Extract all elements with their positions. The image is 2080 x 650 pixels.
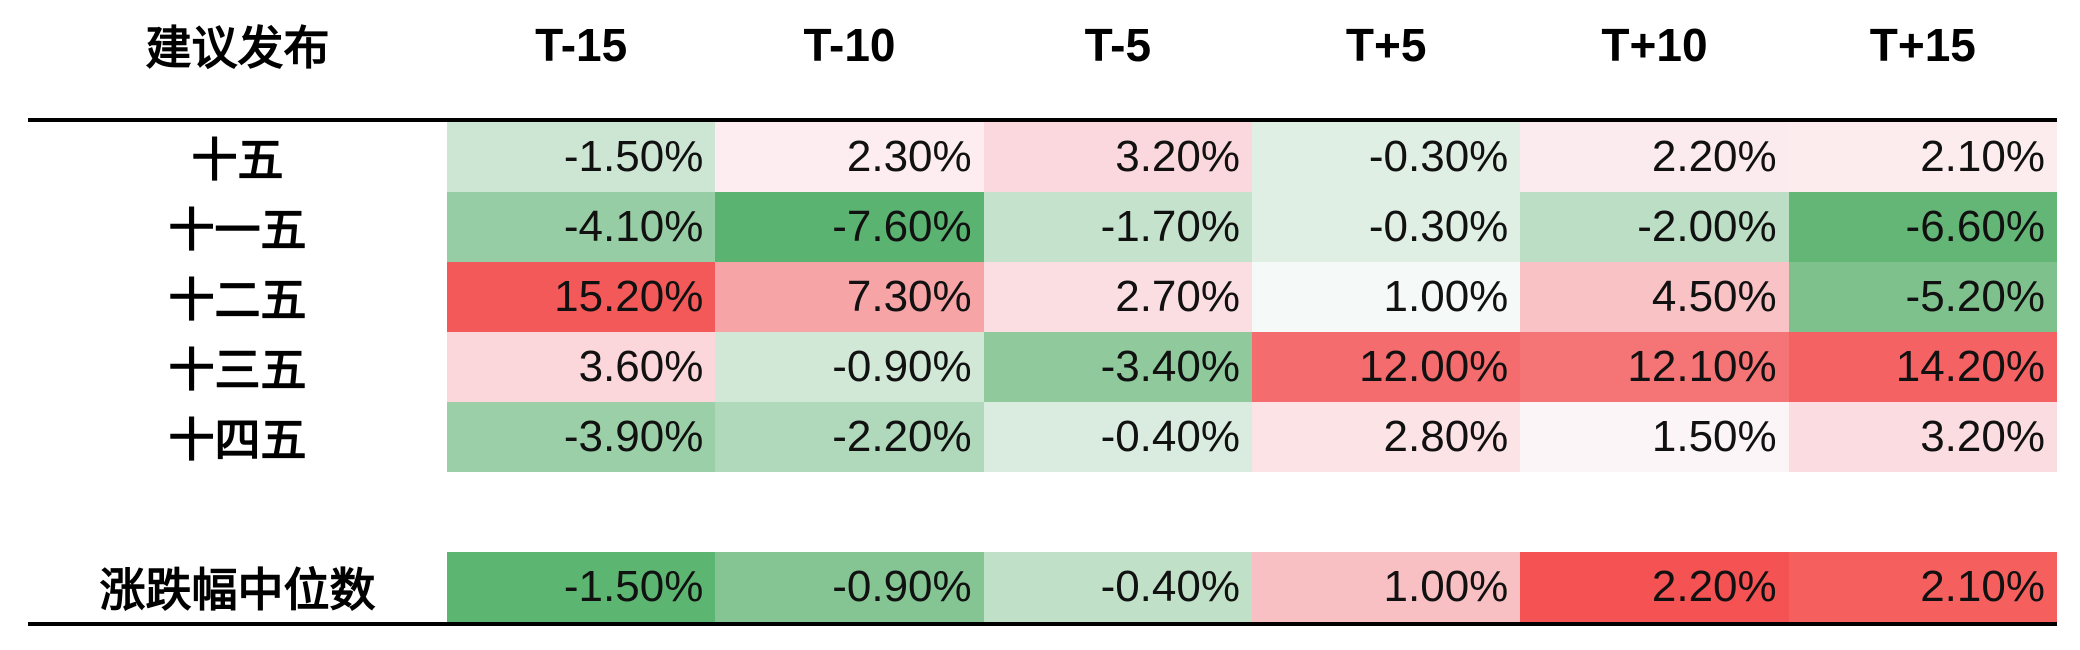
value-cell: 2.30% [715, 122, 984, 192]
value-cell: 2.20% [1520, 122, 1789, 192]
value-cell: 7.30% [715, 262, 984, 332]
column-header: T+5 [1345, 19, 1427, 71]
summary-value-cell: 1.00% [1251, 552, 1521, 622]
heatmap-table: 建议发布 T-15 T-10 T-5 T+5 T+10 T+15 十五 -1.50% 2.30… [28, 0, 2057, 626]
column-header: T-10 [803, 19, 896, 71]
value-cell: -6.60% [1788, 192, 2057, 262]
summary-value-cell: 2.20% [1520, 552, 1789, 622]
value-cell: -1.70% [983, 192, 1252, 262]
value-cell: 3.20% [983, 122, 1252, 192]
table-row: 十四五 -3.90% -2.20% -0.40% 2.80% 1.50% 3.20% [28, 402, 2057, 472]
value-cell: 2.10% [1788, 122, 2057, 192]
value-cell: 2.80% [1251, 402, 1521, 472]
row-label: 十二五 [28, 262, 447, 332]
row-label: 十四五 [28, 402, 447, 472]
value-cell: -2.20% [715, 402, 984, 472]
table-row: 十五 -1.50% 2.30% 3.20% -0.30% 2.20% 2.10% [28, 122, 2057, 192]
value-cell: 14.20% [1788, 332, 2057, 402]
value-cell: 15.20% [447, 262, 716, 332]
column-header: T+10 [1601, 19, 1708, 71]
value-cell: -0.30% [1251, 122, 1521, 192]
value-cell: 12.00% [1251, 332, 1521, 402]
column-header-label: 建议发布 [28, 0, 447, 90]
value-cell: 3.60% [447, 332, 716, 402]
value-cell: 4.50% [1520, 262, 1789, 332]
value-cell: -3.40% [983, 332, 1252, 402]
value-cell: 1.00% [1251, 262, 1521, 332]
value-cell: -0.90% [715, 332, 984, 402]
value-cell: -2.00% [1520, 192, 1789, 262]
value-cell: -0.40% [983, 402, 1252, 472]
value-cell: -3.90% [447, 402, 716, 472]
summary-value-cell: -1.50% [447, 552, 716, 622]
row-label: 十一五 [28, 192, 447, 262]
value-cell: 12.10% [1520, 332, 1789, 402]
column-header: T-5 [1084, 19, 1152, 71]
table-header-row: 建议发布 T-15 T-10 T-5 T+5 T+10 T+15 [28, 0, 2057, 122]
summary-row: 涨跌幅中位数 -1.50% -0.90% -0.40% 1.00% 2.20% 2.10% [28, 552, 2057, 626]
summary-value-cell: 2.10% [1788, 552, 2057, 622]
summary-value-cell: -0.90% [715, 552, 984, 622]
summary-value-cell: -0.40% [983, 552, 1252, 622]
value-cell: 2.70% [983, 262, 1252, 332]
table-row: 十三五 3.60% -0.90% -3.40% 12.00% 12.10% 14.20% [28, 332, 2057, 402]
table-row: 十一五 -4.10% -7.60% -1.70% -0.30% -2.00% -6.60% [28, 192, 2057, 262]
column-header: T+15 [1869, 19, 1976, 71]
value-cell: 1.50% [1520, 402, 1789, 472]
value-cell: -5.20% [1788, 262, 2057, 332]
row-label: 十三五 [28, 332, 447, 402]
table-body: 十五 -1.50% 2.30% 3.20% -0.30% 2.20% 2.10% 十一五 -4.… [28, 122, 2057, 472]
value-cell: -1.50% [447, 122, 716, 192]
value-cell: -7.60% [715, 192, 984, 262]
value-cell: -0.30% [1251, 192, 1521, 262]
value-cell: -4.10% [447, 192, 716, 262]
summary-row-label: 涨跌幅中位数 [28, 552, 447, 622]
spacer-row [28, 472, 2057, 552]
value-cell: 3.20% [1788, 402, 2057, 472]
table-row: 十二五 15.20% 7.30% 2.70% 1.00% 4.50% -5.20% [28, 262, 2057, 332]
row-label: 十五 [28, 122, 447, 192]
column-header: T-15 [535, 19, 628, 71]
